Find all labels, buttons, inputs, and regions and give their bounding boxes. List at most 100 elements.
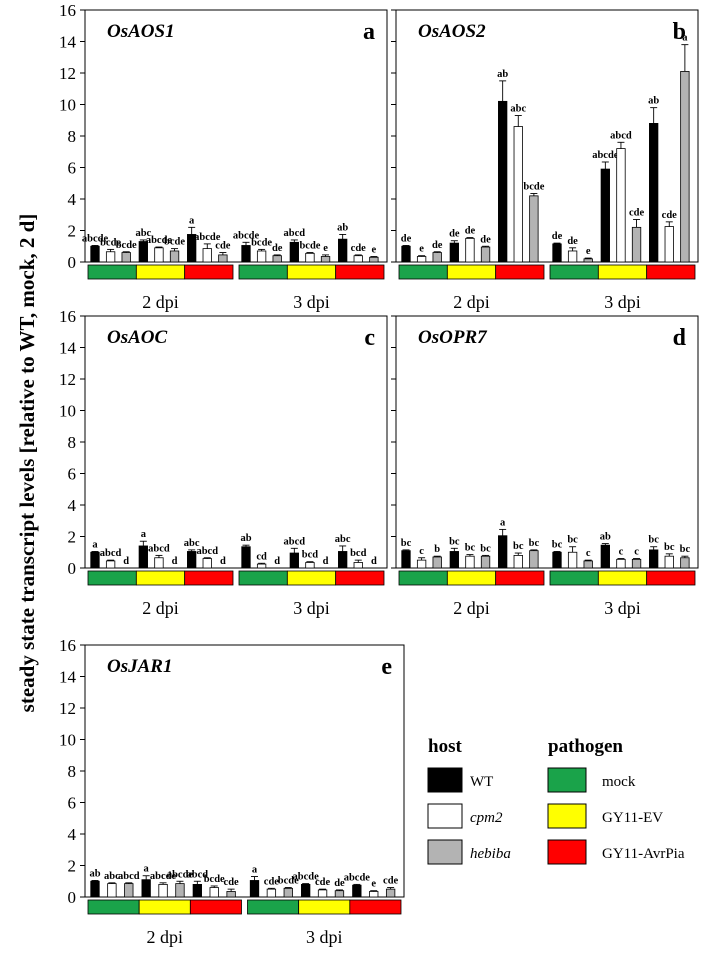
bar (107, 883, 117, 898)
y-tick-label: 6 (68, 465, 77, 484)
significance-letter: de (401, 233, 412, 244)
bar (513, 555, 523, 569)
bar (465, 237, 475, 263)
significance-letter: de (432, 240, 443, 251)
panel-letter: c (364, 325, 375, 351)
bar (449, 242, 459, 263)
bar (305, 562, 315, 569)
bar (154, 247, 164, 263)
pathogen-strip (286, 264, 337, 280)
significance-letter: bcde (100, 237, 121, 248)
significance-letter: a (92, 539, 98, 550)
significance-letter: abcd (118, 871, 140, 882)
legend-label-gy11-ev: GY11-EV (602, 810, 663, 826)
bar (552, 551, 562, 569)
pathogen-strip (189, 899, 242, 915)
bar (664, 226, 674, 263)
bar (649, 123, 659, 263)
pathogen-strip (646, 264, 696, 280)
group-label: 2 dpi (453, 292, 490, 312)
pathogen-strip (87, 899, 140, 915)
significance-letter: d (323, 556, 329, 567)
y-tick-label: 2 (68, 528, 77, 547)
y-tick-label: 12 (59, 370, 76, 389)
significance-letter: abcde (233, 230, 260, 241)
y-tick-label: 10 (59, 402, 76, 421)
significance-letter: de (552, 231, 563, 242)
significance-letter: de (480, 234, 491, 245)
significance-letter: bcd (302, 550, 319, 561)
significance-letter: cde (351, 243, 367, 254)
significance-letter: abcde (146, 235, 173, 246)
pathogen-strip (298, 899, 351, 915)
pathogen-strip (184, 570, 234, 586)
group-label: 3 dpi (604, 598, 641, 618)
y-tick-label: 0 (68, 253, 77, 272)
y-tick-label: 8 (68, 127, 77, 146)
bar (241, 546, 251, 569)
significance-letter: c (586, 548, 591, 559)
bar (256, 563, 267, 569)
significance-letter: bcde (251, 237, 272, 248)
bar (583, 258, 593, 263)
panel-letter: a (363, 19, 375, 45)
bar (202, 558, 212, 569)
bar (480, 555, 491, 569)
significance-letter: abcd (196, 546, 218, 557)
bar (369, 891, 379, 898)
bar (567, 250, 578, 263)
significance-letter: cde (315, 877, 331, 888)
significance-letter: bcde (299, 241, 320, 252)
bar (305, 252, 315, 263)
y-tick-label: 8 (68, 433, 77, 452)
bar (256, 250, 267, 263)
bar (529, 550, 539, 569)
significance-letter: cd (256, 551, 267, 562)
bar (121, 252, 131, 263)
bar (432, 252, 442, 263)
significance-letter: cde (215, 241, 231, 252)
y-tick-label: 14 (59, 339, 77, 358)
significance-letter: cde (224, 877, 240, 888)
bar (649, 549, 659, 569)
legend-swatch-gy11-avrpia (547, 839, 587, 865)
y-tick-label: 12 (59, 699, 76, 718)
plot-frame (84, 644, 405, 898)
legend-swatch-mock (547, 767, 587, 793)
bar (338, 551, 348, 569)
significance-letter: ab (89, 868, 100, 879)
panel-letter: e (381, 654, 392, 680)
bar (416, 559, 427, 569)
significance-letter: ab (337, 222, 348, 233)
pathogen-strip (398, 264, 448, 280)
significance-letter: c (419, 546, 424, 557)
bar (369, 256, 379, 263)
bar (631, 226, 642, 263)
bar (154, 557, 164, 569)
significance-letter: c (619, 547, 624, 558)
group-label: 3 dpi (306, 927, 343, 947)
pathogen-strip (597, 570, 648, 586)
significance-letter: abcd (610, 130, 632, 141)
bar (664, 555, 674, 569)
legend-label-gy11-avrpia: GY11-AvrPia (602, 846, 685, 862)
significance-letter: cde (264, 876, 280, 887)
pathogen-strip (138, 899, 191, 915)
bar (385, 888, 396, 898)
bar (90, 880, 100, 898)
gene-name: OsAOS2 (418, 21, 486, 42)
pathogen-strip (238, 570, 288, 586)
significance-letter: abcd (148, 543, 170, 554)
bar (449, 551, 459, 569)
significance-letter: e (586, 246, 591, 257)
y-tick-label: 4 (68, 190, 77, 209)
pathogen-strip (184, 264, 234, 280)
gene-name: OsAOC (107, 327, 168, 348)
pathogen-strip (335, 570, 385, 586)
significance-letter: a (500, 517, 506, 528)
bar (353, 562, 363, 569)
significance-letter: abcd (100, 548, 122, 559)
significance-letter: a (189, 215, 195, 226)
